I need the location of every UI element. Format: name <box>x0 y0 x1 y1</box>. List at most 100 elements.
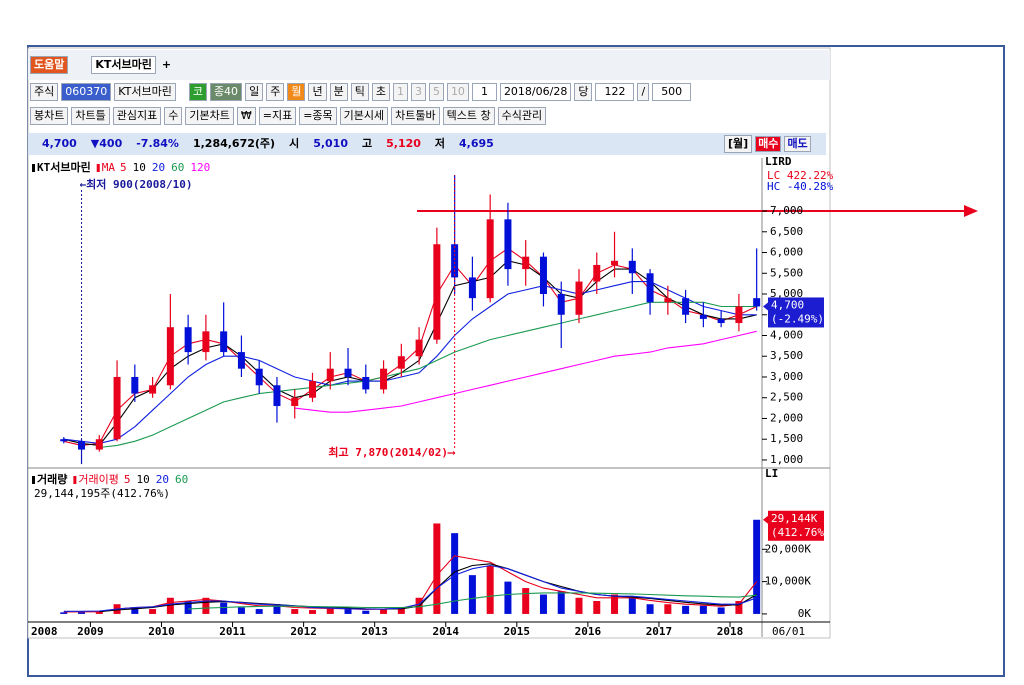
toolbar-button[interactable]: 텍스트 창 <box>442 107 495 125</box>
toolbar-button[interactable]: 060370 <box>61 83 112 101</box>
toolbar-button[interactable]: 봉차트 <box>30 107 69 125</box>
toolbar-button[interactable]: 차트툴바 <box>391 107 440 125</box>
ma-line <box>294 330 757 413</box>
toolbar-button[interactable]: 관심지표 <box>112 107 162 125</box>
toolbar-button[interactable]: 매수 <box>755 136 782 152</box>
candle-body <box>113 376 121 440</box>
toolbar-button[interactable]: + <box>161 58 172 71</box>
toolbar-button[interactable]: =지표 <box>258 107 297 125</box>
volume-bar <box>326 607 334 614</box>
x-tick-label: 2015 <box>504 625 531 638</box>
y-tick-label: 5,000 <box>770 287 803 300</box>
toolbar-button[interactable]: 주식 <box>30 83 59 101</box>
toolbar-button[interactable]: 5 <box>428 83 444 101</box>
y-tick-label: 6,500 <box>770 225 803 238</box>
x-end-label: 06/01 <box>772 625 805 638</box>
candle-body <box>149 385 157 394</box>
toolbar-button[interactable]: 122 <box>595 83 635 101</box>
hc-label: HC -40.28% <box>767 180 834 193</box>
toolbar-button[interactable]: =종목 <box>299 107 337 125</box>
volume-bar <box>646 604 654 614</box>
toolbar-button[interactable]: KT서브마린 <box>114 83 176 101</box>
candle-body <box>593 264 601 282</box>
quote-field: 4,695 <box>459 137 494 150</box>
volume-box-label: 29,144K <box>771 512 818 525</box>
legend-entry: 10 <box>133 161 146 174</box>
candle-body <box>664 298 672 303</box>
toolbar-button[interactable]: / <box>637 83 650 101</box>
candle-body <box>486 219 494 299</box>
toolbar-button[interactable]: KT서브마린 <box>91 56 156 74</box>
quote-field: 저 <box>434 137 446 150</box>
corner-label: LI <box>765 467 778 480</box>
toolbar-button[interactable]: 도움말 <box>30 56 69 74</box>
candle-body <box>131 376 139 394</box>
y-tick-label: 1,000 <box>770 453 803 466</box>
candle-body <box>166 327 174 386</box>
x-tick-label: 2011 <box>219 625 246 638</box>
toolbar-button[interactable]: 1 <box>471 83 497 101</box>
toolbar-button[interactable]: 분 <box>329 83 348 101</box>
toolbar-button[interactable]: 주 <box>266 83 285 101</box>
toolbar-button[interactable]: 수 <box>164 107 183 125</box>
toolbar-button[interactable]: 10 <box>446 83 469 101</box>
ma-line <box>99 563 757 613</box>
toolbar-button[interactable]: 기본시세 <box>339 107 389 125</box>
y-tick-label: 5,500 <box>770 266 803 279</box>
candle-body <box>326 368 334 382</box>
toolbar-button[interactable]: 코 <box>188 83 207 101</box>
volume-bar <box>344 609 352 614</box>
candle-body <box>415 339 423 357</box>
quote-field: 시 <box>289 137 300 150</box>
annotation: ←최저 900(2008/10) <box>80 177 193 191</box>
toolbar-button[interactable]: 초 <box>371 83 390 101</box>
lc-label: LC 422.22% <box>767 169 834 182</box>
legend-ma-name: 거래이평 <box>78 473 118 486</box>
toolbar-button[interactable]: 500 <box>652 83 692 101</box>
y-tick-label: 6,000 <box>770 246 803 259</box>
toolbar-button[interactable]: 월 <box>287 83 306 101</box>
toolbar-button[interactable]: 2018/06/28 <box>499 83 572 101</box>
volume-bar <box>273 604 281 614</box>
volume-bar <box>166 597 174 614</box>
price-box-label: 4,700 <box>771 298 804 311</box>
tab-bar <box>28 50 830 80</box>
x-tick-label: 2012 <box>290 625 317 638</box>
x-start-label: 2008 <box>31 625 58 638</box>
volume-bar <box>628 597 636 614</box>
toolbar-button[interactable]: 년 <box>308 83 327 101</box>
volume-bar <box>184 601 192 614</box>
volume-bar <box>753 519 761 614</box>
quote-field: 5,120 <box>386 137 421 150</box>
volume-bar <box>735 601 743 614</box>
ma-line <box>188 592 757 610</box>
toolbar-button[interactable]: 매도 <box>784 136 811 152</box>
legend-ma-name: MA <box>102 161 116 174</box>
legend-marker <box>73 476 77 484</box>
legend-entry: 20 <box>156 473 169 486</box>
toolbar-button[interactable]: [월] <box>724 135 753 153</box>
legend-entry: 10 <box>136 473 149 486</box>
toolbar-button[interactable]: 수식관리 <box>497 107 547 125</box>
toolbar-button[interactable]: 1 <box>392 83 408 101</box>
toolbar-button[interactable]: 차트틀 <box>71 107 110 125</box>
volume-bar <box>60 612 68 614</box>
legend-name: 거래량 <box>37 472 67 486</box>
ma-line <box>63 564 757 612</box>
candle-body <box>611 260 619 265</box>
x-tick-label: 2014 <box>432 625 459 638</box>
volume-bar <box>362 610 370 614</box>
volume-bar <box>593 601 601 614</box>
toolbar-button[interactable]: 일 <box>245 83 264 101</box>
y-tick-label: 10,000K <box>765 575 812 588</box>
toolbar-button[interactable]: ₩ <box>236 107 256 125</box>
legend-entry: 5 <box>120 161 127 174</box>
toolbar-button[interactable]: 틱 <box>350 83 369 101</box>
legend-marker <box>32 476 35 484</box>
toolbar-button[interactable]: 당 <box>574 83 593 101</box>
toolbar-button[interactable]: 기본차트 <box>185 107 234 125</box>
toolbar-button[interactable]: 종40 <box>209 83 243 101</box>
volume-bar <box>522 588 530 614</box>
volume-box-change: (412.76%) <box>771 526 831 539</box>
toolbar-button[interactable]: 3 <box>410 83 426 101</box>
